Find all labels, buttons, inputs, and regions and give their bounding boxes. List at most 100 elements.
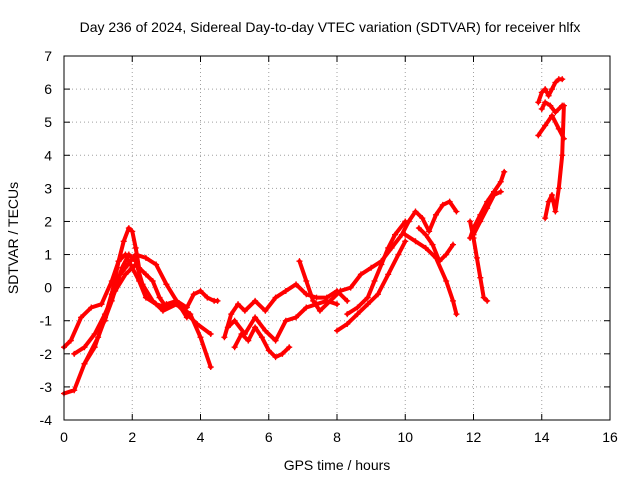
data-point [235, 301, 242, 308]
x-tick-label: 14 [534, 429, 550, 445]
data-point [470, 231, 477, 238]
y-axis-label: SDTVAR / TECUs [5, 182, 21, 294]
sat-track-20-line [536, 113, 566, 141]
sat-track-13 [405, 198, 460, 235]
sat-track-5 [71, 261, 139, 357]
data-point [272, 337, 279, 344]
data-point [153, 301, 160, 308]
data-point [559, 152, 566, 159]
data-point [252, 314, 259, 321]
data-point [545, 198, 552, 205]
data-point [402, 238, 409, 245]
data-point [371, 278, 378, 285]
data-point [432, 211, 439, 218]
data-point [194, 321, 201, 328]
data-point [422, 231, 429, 238]
y-tick-label: 7 [44, 48, 52, 64]
data-point [296, 258, 303, 265]
x-tick-label: 0 [60, 429, 68, 445]
data-point [405, 218, 412, 225]
sat-track-10 [296, 218, 412, 314]
data-point [258, 334, 265, 341]
data-point [115, 258, 122, 265]
sat-track-4-line [102, 226, 169, 323]
data-point [446, 198, 453, 205]
data-point [501, 168, 508, 175]
data-point [552, 208, 559, 215]
data-point [231, 344, 238, 351]
data-point [303, 291, 310, 298]
y-tick-label: 5 [44, 114, 52, 130]
data-point [402, 231, 409, 238]
data-point [197, 287, 204, 294]
sat-track-3 [81, 251, 190, 367]
sat-track-12-line [345, 219, 408, 317]
data-point [163, 281, 170, 288]
data-point [552, 109, 559, 116]
data-point [385, 244, 392, 251]
x-tick-label: 10 [397, 429, 413, 445]
data-point [426, 228, 433, 235]
sat-track-6 [163, 287, 221, 311]
data-point [344, 297, 351, 304]
data-point [364, 294, 371, 301]
data-point [354, 304, 361, 311]
data-point [364, 301, 371, 308]
data-point [136, 278, 143, 285]
data-point [279, 350, 286, 357]
data-point [354, 311, 361, 318]
data-point [207, 364, 214, 371]
x-tick-label: 16 [602, 429, 618, 445]
data-point [313, 294, 320, 301]
data-point [303, 278, 310, 285]
sat-track-15-line [416, 226, 455, 264]
data-point [547, 102, 554, 109]
data-point [282, 317, 289, 324]
data-point [149, 278, 156, 285]
data-point [560, 102, 567, 109]
y-tick-label: 6 [44, 81, 52, 97]
data-point [378, 261, 385, 268]
data-point [142, 254, 149, 261]
data-point [374, 291, 381, 298]
sat-track-4 [101, 225, 170, 324]
data-point [542, 215, 549, 222]
data-point [245, 337, 252, 344]
data-point [484, 205, 491, 212]
sat-track-21 [538, 99, 566, 116]
data-point [450, 297, 457, 304]
data-point [443, 278, 450, 285]
data-point [142, 294, 149, 301]
sat-track-11 [334, 238, 409, 334]
data-point [78, 314, 85, 321]
data-point [163, 301, 170, 308]
data-point [190, 291, 197, 298]
data-point [368, 264, 375, 271]
sat-track-15 [415, 225, 457, 265]
data-point [490, 191, 497, 198]
data-point [334, 301, 340, 308]
data-point [542, 122, 549, 129]
data-point [262, 327, 269, 334]
data-point [392, 231, 399, 238]
data-point [327, 297, 334, 304]
data-point [159, 307, 166, 314]
y-tick-label: -1 [40, 313, 53, 329]
data-point [559, 76, 566, 83]
data-point [120, 238, 127, 245]
data-point [385, 271, 392, 278]
data-point [548, 86, 555, 93]
chart-title: Day 236 of 2024, Sidereal Day-to-day VTE… [80, 19, 581, 35]
data-point [310, 297, 317, 304]
data-point [545, 92, 552, 99]
data-point [228, 311, 235, 318]
y-tick-label: 0 [44, 280, 52, 296]
sat-track-18 [470, 188, 504, 238]
data-point [136, 264, 143, 271]
data-point [252, 324, 259, 331]
data-point [548, 112, 555, 119]
data-point [450, 241, 457, 248]
x-axis-label: GPS time / hours [284, 457, 391, 473]
data-point [443, 251, 450, 258]
data-point [81, 344, 88, 351]
